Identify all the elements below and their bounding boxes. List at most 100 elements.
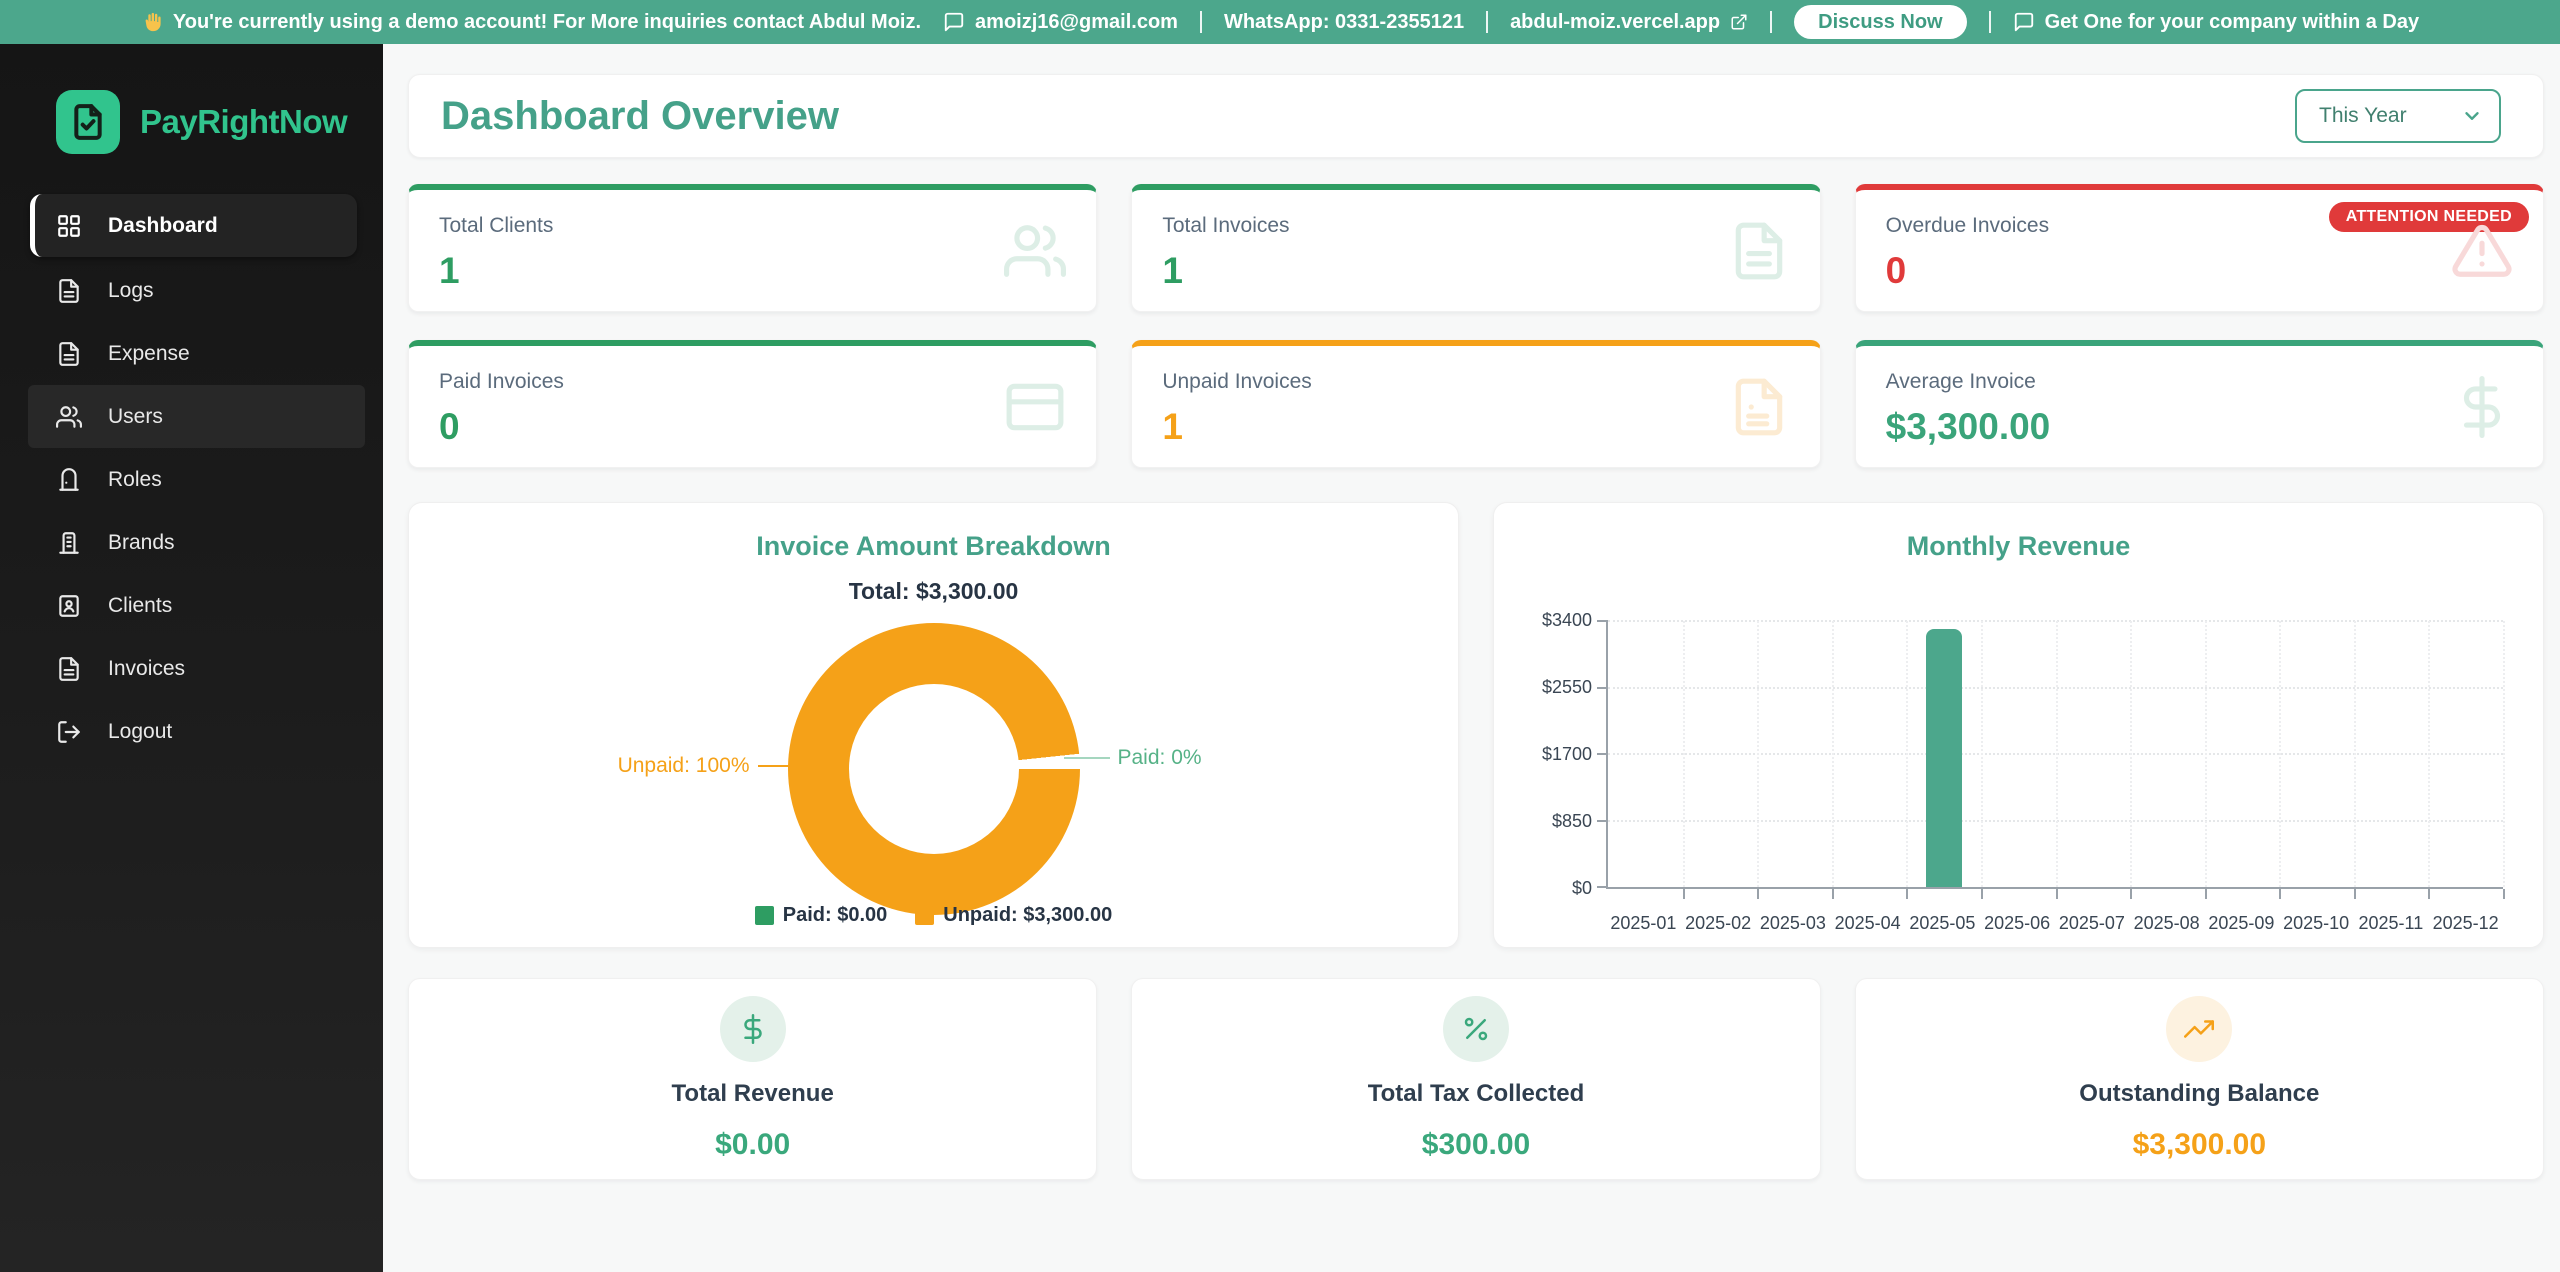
stat-label: Total Invoices xyxy=(1162,214,1290,237)
summary-icon-circle xyxy=(719,996,786,1062)
banner-website-link[interactable]: abdul-moiz.vercel.app xyxy=(1510,11,1748,34)
banner-cta[interactable]: Get One for your company within a Day xyxy=(2013,10,2420,34)
x-tick-mark xyxy=(1906,889,1909,899)
period-select-value: This Year xyxy=(2319,104,2407,127)
v-gridline xyxy=(2428,621,2431,887)
legend-label: Unpaid: $3,300.00 xyxy=(943,904,1113,926)
x-tick-mark xyxy=(1831,889,1834,899)
y-tick-label: $1700 xyxy=(1541,744,1592,764)
y-tick-mark xyxy=(1597,753,1608,755)
external-link-icon xyxy=(1730,13,1748,31)
sidebar-item-brands[interactable]: Brands xyxy=(0,511,383,574)
sidebar-item-invoices[interactable]: Invoices xyxy=(0,637,383,700)
building-icon xyxy=(56,530,82,556)
stat-card-average-invoice: Average Invoice $3,300.00 xyxy=(1854,340,2544,468)
sidebar-item-expense[interactable]: Expense xyxy=(0,322,383,385)
bar-chart-title: Monthly Revenue xyxy=(1906,531,2131,561)
y-tick-mark xyxy=(1597,686,1608,689)
message-square-icon xyxy=(2013,11,2035,33)
banner-cta-text: Get One for your company within a Day xyxy=(2044,10,2420,33)
v-gridline xyxy=(2055,621,2058,887)
y-tick-label: $0 xyxy=(1571,878,1592,898)
sidebar-nav: Dashboard Logs Expense Users Roles Brands Clie… xyxy=(0,194,383,763)
main-content: Dashboard Overview This Year Total Clien… xyxy=(383,44,2560,1272)
legend-label: Paid: $0.00 xyxy=(782,904,888,926)
banner-divider xyxy=(1199,11,1202,33)
v-gridline xyxy=(2130,621,2133,887)
sidebar-item-logs[interactable]: Logs xyxy=(0,259,383,322)
x-tick-mark xyxy=(2279,889,2282,899)
x-tick-label: 2025-08 xyxy=(2133,913,2200,933)
x-tick-mark xyxy=(1757,889,1760,899)
page-header: Dashboard Overview This Year xyxy=(408,74,2544,158)
sidebar-item-logout[interactable]: Logout xyxy=(0,700,383,763)
charts-row: Invoice Amount Breakdown Total: $3,300.0… xyxy=(408,502,2544,948)
y-tick-label: $2550 xyxy=(1541,677,1592,697)
file-text-icon xyxy=(1728,220,1790,282)
donut-wrap: Unpaid: 100% Paid: 0% xyxy=(618,623,1202,915)
legend-item-unpaid: Unpaid: $3,300.00 xyxy=(915,904,1112,927)
chevron-down-icon xyxy=(2461,105,2483,127)
stat-card-total-invoices: Total Invoices 1 xyxy=(1131,184,1821,312)
brand-name: PayRightNow xyxy=(140,103,348,140)
donut-callout-unpaid-text: Unpaid: 100% xyxy=(617,754,750,778)
callout-line xyxy=(1063,756,1110,759)
x-tick-label: 2025-12 xyxy=(2432,913,2499,933)
summary-card-total-tax-collected: Total Tax Collected $300.00 xyxy=(1131,978,1821,1180)
banner-divider xyxy=(1486,11,1489,33)
period-select[interactable]: This Year xyxy=(2295,89,2501,143)
stat-label: Average Invoice xyxy=(1885,370,2036,393)
banner-website-text: abdul-moiz.vercel.app xyxy=(1510,10,1721,33)
sidebar-item-dashboard[interactable]: Dashboard xyxy=(30,194,357,257)
invoice-breakdown-donut xyxy=(787,623,1080,915)
sidebar-item-label: Users xyxy=(108,404,163,428)
contact-icon xyxy=(56,593,82,619)
file-text-icon xyxy=(56,341,82,367)
door-icon xyxy=(56,467,82,493)
donut-chart-total: Total: $3,300.00 xyxy=(848,578,1019,604)
v-gridline xyxy=(2279,621,2282,887)
stat-card-paid-invoices: Paid Invoices 0 xyxy=(408,340,1098,468)
legend-swatch xyxy=(754,906,774,925)
x-tick-label: 2025-09 xyxy=(2208,913,2275,933)
stat-label: Total Clients xyxy=(439,214,554,237)
stat-label: Unpaid Invoices xyxy=(1162,370,1312,393)
brand-logo xyxy=(56,90,120,154)
sidebar-item-users[interactable]: Users xyxy=(28,385,365,448)
stat-value: 1 xyxy=(1162,406,1183,447)
banner-whatsapp: WhatsApp: 0331-2355121 xyxy=(1224,11,1464,34)
page-title: Dashboard Overview xyxy=(441,93,839,138)
banner-divider xyxy=(1988,11,1991,33)
sidebar-item-label: Logout xyxy=(108,719,173,743)
stat-label: Paid Invoices xyxy=(439,370,564,393)
stat-value: 1 xyxy=(1162,250,1183,291)
v-gridline xyxy=(2353,621,2356,887)
y-tick-label: $850 xyxy=(1551,811,1592,831)
sidebar: PayRightNow Dashboard Logs Expense Users Rol… xyxy=(0,44,383,1272)
file-text-icon xyxy=(56,278,82,304)
legend-swatch xyxy=(915,906,935,925)
x-tick-mark xyxy=(1682,889,1685,899)
trending-up-icon xyxy=(2184,1014,2215,1044)
banner-divider xyxy=(1770,11,1773,33)
sidebar-item-clients[interactable]: Clients xyxy=(0,574,383,637)
stat-value: 0 xyxy=(439,406,460,447)
dollar-icon xyxy=(738,1014,768,1044)
monthly-revenue-chart: $0 $850 $1700 $2550 $3400 2025-01 2025-02 2025… xyxy=(1542,610,2505,933)
stat-card-overdue-invoices: ATTENTION NEEDED Overdue Invoices 0 xyxy=(1854,184,2544,312)
v-gridline xyxy=(2503,621,2505,887)
summary-card-outstanding-balance: Outstanding Balance $3,300.00 xyxy=(1854,978,2544,1180)
brand: PayRightNow xyxy=(56,90,383,154)
x-tick-label: 2025-05 xyxy=(1909,913,1976,933)
x-tick-label: 2025-02 xyxy=(1685,913,1752,933)
discuss-now-button[interactable]: Discuss Now xyxy=(1794,5,1967,39)
sidebar-item-roles[interactable]: Roles xyxy=(0,448,383,511)
banner-message-wrap: You're currently using a demo account! F… xyxy=(141,11,921,34)
x-tick-label: 2025-06 xyxy=(1984,913,2051,933)
grid-icon xyxy=(56,213,82,239)
alert-triangle-icon xyxy=(2451,220,2513,282)
banner-email[interactable]: amoizj16@gmail.com xyxy=(943,11,1178,34)
banner-whatsapp-text: WhatsApp: 0331-2355121 xyxy=(1223,10,1465,33)
stat-label: Overdue Invoices xyxy=(1885,214,2050,237)
bar-plot xyxy=(1597,620,2505,899)
